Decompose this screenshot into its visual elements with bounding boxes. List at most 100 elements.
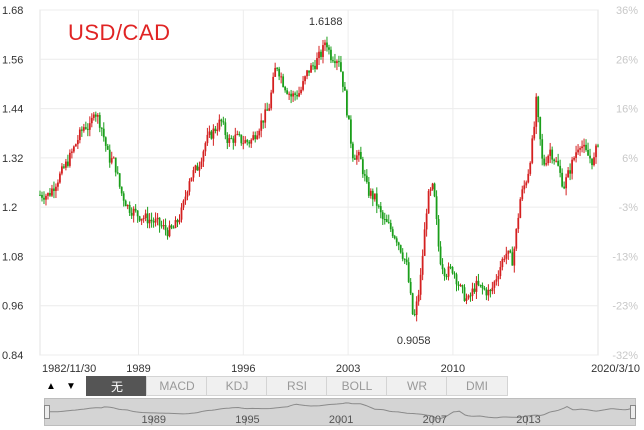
candle-body [473,288,476,292]
candle-body [385,219,388,222]
candle-body [377,205,380,207]
candle-body [469,295,472,297]
navigator-tick-label: 2007 [423,414,447,425]
candle-body [475,280,478,292]
candle-body [387,221,390,223]
candle-body [367,182,370,196]
tab-boll[interactable]: BOLL [326,376,388,396]
candle-body [312,65,314,67]
tab-none[interactable]: 无 [86,376,148,396]
candle-body [515,228,518,249]
candle-body [216,129,219,131]
candle-body [439,246,442,265]
candle-body [146,213,149,224]
y-tick-label: 0.84 [2,350,23,362]
candle-body [258,130,261,136]
candle-body [132,208,135,216]
candle-body [405,259,408,263]
candle-body [344,86,346,91]
candle-body [485,289,488,296]
candle-body [533,126,536,139]
candle-body [260,120,263,131]
y2-tick-label: 16% [616,104,638,116]
candle-body [70,151,73,153]
candle-body [549,149,552,156]
candle-body [78,129,81,141]
candle-body [389,222,392,230]
candle-body [417,294,420,302]
tab-dmi[interactable]: DMI [446,376,508,396]
candle-body [244,140,247,144]
candle-body [407,262,410,282]
candle-body [351,143,354,159]
candle-body [403,258,406,260]
y-tick-label: 1.2 [2,202,17,214]
candle-body [276,67,279,69]
candle-body [543,158,546,165]
candle-body [43,197,45,200]
navigator-right-handle[interactable] [630,405,636,419]
candle-body [96,115,99,117]
candle-body [595,145,597,158]
candle-body [437,219,440,247]
candle-body [555,160,558,162]
candle-body [328,47,330,50]
candle-body [461,285,464,288]
candle-body [361,159,364,175]
candle-body [375,193,378,206]
candle-body [347,115,350,120]
candle-body [481,285,484,289]
range-navigator[interactable]: 1989 1995 2001 2007 2013 [44,398,636,426]
candle-body [228,138,231,143]
navigator-line: 1989 1995 2001 2007 2013 [49,402,632,425]
candle-body [547,155,550,164]
candle-body [108,149,111,163]
x-end-label: 2020/3/10 [591,363,640,375]
candle-body [184,196,187,201]
candle-body [401,252,404,259]
candle-body [102,128,105,138]
candle-body [74,144,77,147]
candle-body [65,161,67,168]
candle-body [569,170,571,174]
candle-body [104,137,107,146]
navigator-tick-label: 2013 [516,414,540,425]
candle-body [365,175,368,183]
candle-body [575,152,577,158]
candle-body [316,58,318,70]
candle-body [330,49,332,61]
zoom-in-arrow-icon[interactable]: ▲ [42,376,60,396]
tab-macd[interactable]: MACD [146,376,208,396]
candle-body [55,186,57,191]
candle-body [397,242,400,246]
candle-body [236,133,239,135]
candle-body [120,186,123,194]
candle-body [150,219,153,222]
candle-body [363,174,366,176]
zoom-out-arrow-icon[interactable]: ▼ [62,376,80,396]
candle-body [427,191,430,214]
candle-body [238,133,241,135]
candle-body [471,288,474,296]
candle-body [202,151,205,162]
candle-body [306,70,308,77]
candle-body [395,238,398,243]
tab-rsi[interactable]: RSI [266,376,328,396]
candle-body [336,61,338,64]
navigator-tick-label: 2001 [329,414,353,425]
navigator-tick-label: 1989 [142,414,166,425]
tab-wr[interactable]: WR [386,376,448,396]
candle-body [415,301,418,315]
y-tick-label: 1.68 [2,5,23,17]
candle-body [318,51,320,59]
candle-body [47,193,49,196]
candle-body [284,86,287,91]
candle-body [379,206,382,213]
candle-body [256,135,259,140]
candle-body [545,163,548,165]
tab-kdj[interactable]: KDJ [206,376,268,396]
navigator-left-handle[interactable] [44,405,50,419]
candle-body [152,221,155,223]
candle-body [373,193,376,200]
candle-body [138,216,141,221]
